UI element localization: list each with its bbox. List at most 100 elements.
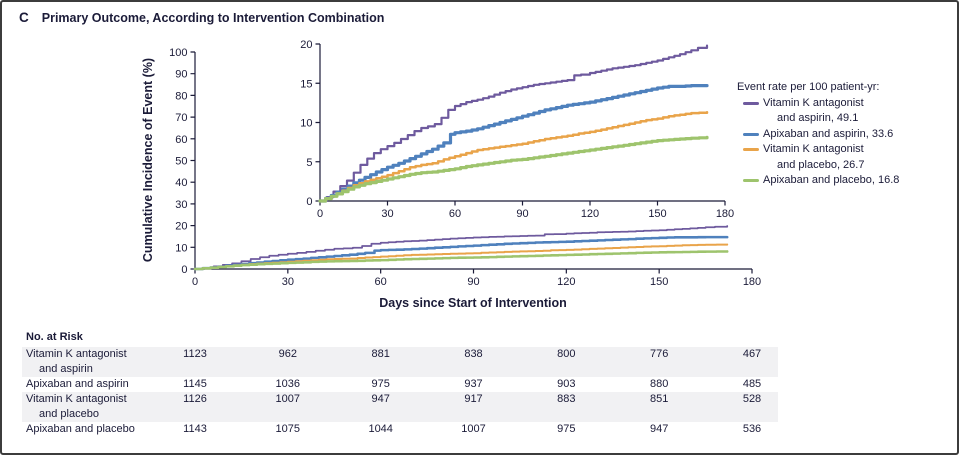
risk-value: 1044	[368, 423, 393, 435]
x-tick-label: 120	[557, 276, 575, 288]
x-tick-label: 90	[467, 276, 479, 288]
y-tick-label: 60	[175, 134, 187, 146]
curve-apixaban-placebo-main-plot	[193, 250, 729, 271]
x-tick-label: 30	[282, 276, 294, 288]
risk-value: 1145	[183, 378, 207, 390]
risk-value: 917	[464, 393, 483, 405]
legend-label: Vitamin K antagonist and aspirin, 49.1	[763, 96, 864, 125]
risk-value: 881	[371, 348, 390, 360]
panel-title-row: C Primary Outcome, According to Intervent…	[19, 9, 384, 27]
risk-table: No. at Risk Vitamin K antagonist and aspi…	[22, 330, 778, 437]
risk-row-label: Apixaban and aspirin	[26, 378, 129, 390]
risk-value: 962	[278, 348, 297, 360]
legend-swatch-vka-placebo	[743, 148, 759, 151]
y-tick-label: 15	[300, 78, 312, 90]
y-tick-label: 30	[175, 199, 187, 211]
risk-value: 800	[557, 348, 576, 360]
risk-value: 1036	[275, 378, 301, 390]
risk-row-3: Apixaban and placebo 1143 1075 1044 1007 975 9…	[22, 422, 778, 437]
risk-value: 880	[650, 378, 669, 390]
legend-entry-vka-aspirin: Vitamin K antagonist and aspirin, 49.1	[737, 96, 957, 127]
x-tick-label: 180	[743, 276, 761, 288]
risk-value: 947	[371, 393, 390, 405]
risk-value: 1075	[275, 423, 301, 435]
legend-label: Vitamin K antagonist and placebo, 26.7	[763, 143, 865, 171]
risk-value: 937	[464, 378, 483, 390]
legend-entry-apixaban-aspirin: Apixaban and aspirin, 33.6	[737, 127, 957, 143]
curve-vka-placebo-inset-plot	[318, 111, 709, 203]
risk-value: 1007	[461, 423, 486, 435]
legend-label: Apixaban and aspirin, 33.6	[763, 127, 894, 140]
y-tick-label: 10	[175, 242, 187, 254]
x-axis-title: Days since Start of Intervention	[379, 296, 567, 310]
y-tick-label: 80	[175, 90, 187, 102]
risk-value: 467	[742, 348, 762, 360]
curve-vka-aspirin-main-plot	[194, 225, 729, 270]
x-tick-label: 60	[375, 276, 387, 288]
y-tick-label: 70	[175, 112, 187, 124]
y-tick-label: 0	[306, 196, 312, 208]
risk-value: 947	[650, 423, 669, 435]
risk-value: 528	[742, 393, 762, 405]
legend: Event rate per 100 patient-yr: Vitamin K…	[737, 80, 957, 189]
risk-table-header: No. at Risk	[26, 331, 83, 343]
curve-apixaban-placebo-inset-plot	[318, 135, 709, 203]
x-tick-label: 60	[449, 208, 461, 220]
risk-row-label: Vitamin K antagonist	[26, 348, 127, 360]
y-tick-label: 40	[175, 177, 187, 189]
risk-row-2: Vitamin K antagonist and placebo 1126 1007 9…	[22, 392, 778, 422]
curve-apixaban-aspirin-main-plot	[193, 235, 729, 271]
risk-value: 536	[742, 423, 762, 435]
panel-letter: C	[19, 10, 29, 25]
risk-row-label: Apixaban and placebo	[26, 423, 135, 435]
risk-row-label: and aspirin	[39, 363, 93, 375]
legend-entry-apixaban-placebo: Apixaban and placebo, 16.8	[737, 173, 957, 189]
y-tick-label: 10	[300, 118, 312, 130]
curve-apixaban-aspirin-inset-plot	[318, 84, 709, 203]
risk-row-label: Vitamin K antagonist	[26, 393, 127, 405]
risk-value: 975	[371, 378, 390, 390]
risk-value: 851	[650, 393, 669, 405]
y-tick-label: 20	[175, 221, 187, 233]
legend-entries: Vitamin K antagonist and aspirin, 49.1 Api…	[737, 96, 957, 189]
risk-row-0: Vitamin K antagonist and aspirin 1123 962 88…	[22, 347, 778, 377]
x-tick-label: 120	[581, 208, 599, 220]
legend-label: Apixaban and placebo, 16.8	[763, 174, 900, 186]
y-tick-label: 0	[181, 264, 187, 276]
risk-table-rows: Vitamin K antagonist and aspirin 1123 962 88…	[22, 347, 778, 437]
legend-entry-vka-placebo: Vitamin K antagonist and placebo, 26.7	[737, 142, 957, 173]
risk-value: 776	[650, 348, 669, 360]
risk-value: 1123	[183, 348, 207, 360]
risk-value: 1126	[183, 393, 207, 405]
x-tick-label: 0	[317, 208, 323, 220]
x-tick-label: 150	[650, 276, 668, 288]
curve-vka-aspirin-inset-plot	[318, 44, 709, 203]
risk-value: 485	[742, 378, 762, 390]
risk-value: 838	[464, 348, 483, 360]
legend-swatch-vka-aspirin	[743, 101, 759, 105]
x-tick-label: 0	[192, 276, 198, 288]
risk-value: 1007	[275, 393, 301, 405]
risk-value: 1143	[183, 423, 207, 435]
legend-swatch-apixaban-aspirin	[743, 132, 759, 136]
x-tick-label: 30	[381, 208, 393, 220]
x-tick-label: 180	[716, 208, 734, 220]
risk-row-1: Apixaban and aspirin 1145 1036 975 937 903 880…	[22, 377, 778, 392]
risk-value: 975	[557, 423, 576, 435]
y-tick-label: 50	[175, 156, 187, 168]
x-tick-label: 90	[516, 208, 528, 220]
risk-value: 903	[557, 378, 576, 390]
y-tick-label: 90	[175, 69, 187, 81]
risk-value: 883	[557, 393, 576, 405]
x-tick-label: 150	[648, 208, 666, 220]
risk-row-label: and placebo	[39, 408, 99, 420]
inset-plot: 0 30 60 90 120 150 180 0 5 10 15 20	[300, 39, 734, 220]
y-tick-label: 20	[300, 39, 312, 51]
y-tick-label: 100	[169, 47, 187, 59]
y-axis-title: Cumulative Incidence of Event (%)	[141, 58, 155, 262]
panel-title: Primary Outcome, According to Interventi…	[41, 11, 385, 25]
y-tick-label: 5	[306, 157, 312, 169]
